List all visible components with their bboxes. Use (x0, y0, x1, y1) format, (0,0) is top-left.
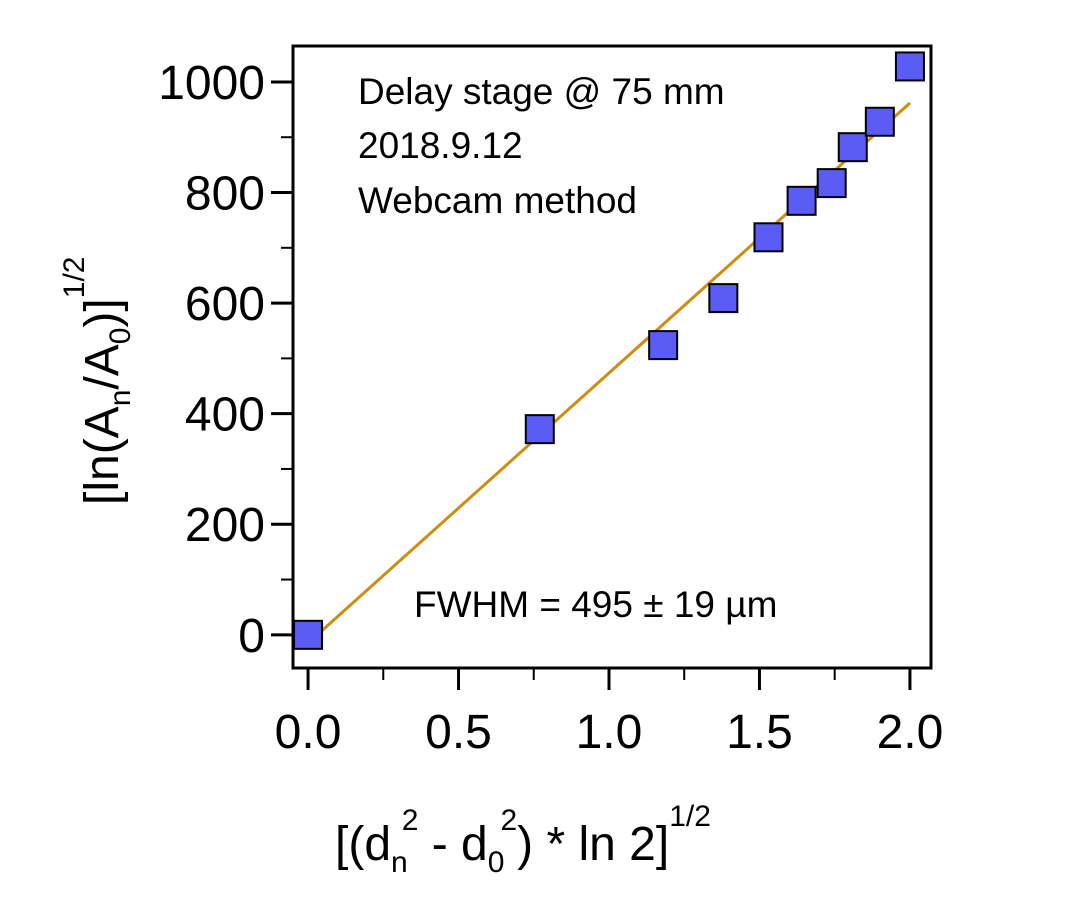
x-tick-label: 1.0 (576, 706, 643, 759)
y-tick-label: 800 (185, 168, 265, 221)
data-point (816, 168, 847, 199)
data-point (864, 106, 895, 137)
y-label-sub-2: 0 (104, 328, 137, 345)
x-axis-label: [(dn2 - d02) * ln 2]1/2 (335, 800, 711, 879)
y-tick-label: 1000 (158, 57, 265, 110)
x-label-part-1: [(d (335, 818, 391, 871)
x-tick-label: 0.0 (275, 706, 342, 759)
data-point (293, 619, 324, 650)
y-tick-labels: 0 200 400 600 800 1000 (158, 57, 265, 663)
x-label-sup-1: 2 (402, 804, 419, 837)
x-tick-labels: 0.0 0.5 1.0 1.5 2.0 (275, 706, 944, 759)
y-tick-label: 0 (238, 610, 265, 663)
y-label-part-3: )] (76, 298, 129, 327)
data-point (837, 132, 868, 163)
y-tick-label: 600 (185, 278, 265, 331)
annotation-line-3: Webcam method (358, 180, 637, 221)
y-label-part-1: [ln(A (76, 406, 129, 505)
fwhm-annotation: FWHM = 495 ± 19 µm (414, 584, 777, 625)
axis-ticks (271, 80, 912, 690)
x-tick-label: 0.5 (425, 706, 492, 759)
x-tick-label: 1.5 (726, 706, 793, 759)
data-point (786, 185, 817, 216)
data-point (524, 414, 555, 445)
x-label-sup-2: 2 (500, 804, 517, 837)
data-point (753, 222, 784, 253)
data-point (648, 330, 679, 361)
data-point (708, 283, 739, 314)
annotation-line-1: Delay stage @ 75 mm (358, 71, 725, 112)
x-tick-label: 2.0 (877, 706, 944, 759)
x-label-sub-1: n (391, 846, 408, 879)
data-points (293, 51, 925, 650)
y-tick-label: 400 (185, 389, 265, 442)
x-label-sup-3: 1/2 (669, 800, 711, 833)
x-label-part-3: ) * ln 2] (517, 818, 669, 871)
data-point (894, 51, 925, 82)
y-label-sup: 1/2 (58, 257, 91, 299)
x-label-part-2: - d (418, 818, 487, 871)
x-label-sub-2: 0 (488, 846, 505, 879)
plot-frame (291, 44, 933, 670)
y-label-sub-1: n (104, 390, 137, 407)
y-axis-label: [ln(An/A0)]1/2 (58, 257, 137, 505)
annotation-line-2: 2018.9.12 (358, 125, 523, 166)
y-tick-label: 200 (185, 499, 265, 552)
y-label-part-2: /A (76, 344, 129, 389)
